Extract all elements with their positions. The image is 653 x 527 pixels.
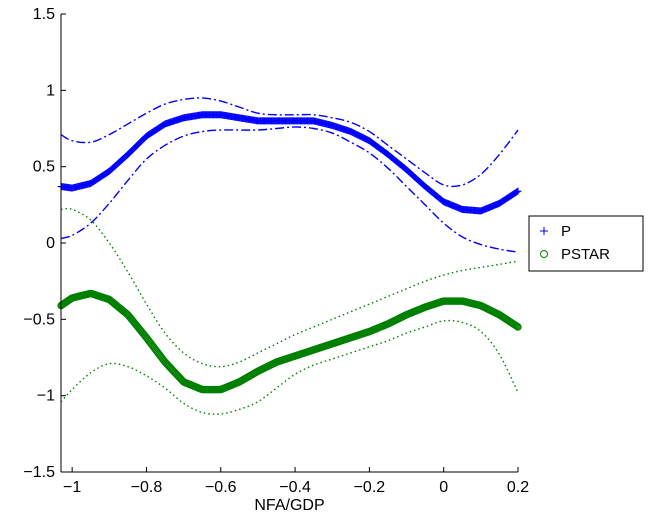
y-tick-label: 1 [46, 82, 55, 99]
point-p [512, 188, 520, 196]
x-tick-label: 0 [439, 479, 448, 496]
legend-label: P [561, 223, 571, 240]
band-0-lower [60, 126, 519, 253]
legend: P PSTAR [528, 215, 644, 272]
series-p [57, 111, 522, 215]
x-tick-label: −0.4 [279, 479, 311, 496]
point-p [513, 188, 521, 196]
y-tick-label: −1.5 [23, 464, 55, 481]
axes: −1.5 −1 −0.5 0 0.5 1 1.5 −1 −0.8 −0.6 −0.4 −0.2 0 0.2… [23, 6, 529, 514]
y-tick-label: −1 [37, 388, 55, 405]
band-1-lower [60, 319, 519, 415]
legend-label: PSTAR [561, 246, 610, 263]
x-tick-label: −1 [63, 479, 81, 496]
point-pstar [514, 323, 522, 331]
y-tick-label: 0.5 [33, 159, 55, 176]
legend-marker-plus [540, 227, 548, 235]
x-axis-label: NFA/GDP [254, 497, 324, 514]
band-1-upper [60, 207, 519, 368]
point-p [514, 187, 522, 195]
legend-box [528, 215, 644, 272]
y-tick-label: −0.5 [23, 311, 55, 328]
y-tick-label: 0 [46, 235, 55, 252]
x-tick-label: −0.6 [205, 479, 237, 496]
data-series [57, 111, 522, 394]
x-tick-label: −0.8 [131, 479, 163, 496]
legend-marker-circle [540, 250, 548, 258]
series-pstar [57, 289, 522, 394]
x-tick-label: 0.2 [507, 479, 529, 496]
band-0-upper [60, 97, 519, 188]
y-tick-label: 1.5 [33, 6, 55, 23]
confidence-bands [60, 97, 519, 415]
x-tick-label: −0.2 [354, 479, 386, 496]
